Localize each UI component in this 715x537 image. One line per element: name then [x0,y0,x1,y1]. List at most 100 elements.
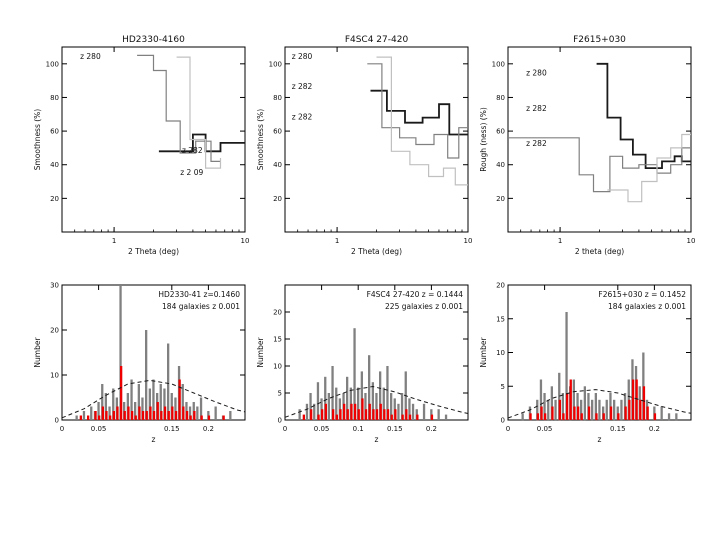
bar-all [145,330,148,420]
x-tick-label: 0.05 [91,425,107,433]
y-tick-label: 20 [273,195,282,203]
x-tick-label: 10 [241,237,250,245]
bar-red [105,411,108,420]
y-axis-label: Number [256,337,265,368]
annotation: z 280 [526,69,547,78]
y-tick-label: 100 [492,60,505,68]
bar-red [617,413,620,421]
fit-curve [61,379,246,419]
bar-all [379,371,382,420]
x-axis-label: z [598,435,602,444]
bar-red [573,406,576,420]
y-tick-label: 100 [269,60,282,68]
bar-all [653,406,656,420]
bar-red [639,399,642,421]
annotation: z 282 [526,139,547,148]
y-tick-label: 10 [273,363,282,371]
bar-red [174,411,178,420]
bar-red [79,415,82,420]
x-tick-label: 0 [506,425,510,433]
bar-all [104,393,107,420]
x-tick-label: 0.2 [426,425,437,433]
x-tick-label: 0.1 [353,425,364,433]
bar-red [430,414,434,420]
y-axis-label: Number [33,337,42,368]
bar-all [101,384,104,420]
bar-all [422,403,426,420]
y-tick-label: 20 [50,327,59,335]
bar-all [181,384,184,420]
bar-red [200,415,203,420]
bar-all [97,402,100,420]
bar-all [137,384,140,420]
y-tick-label: 5 [278,390,282,398]
bar-all [196,406,199,420]
x-tick-label: 0.15 [164,425,180,433]
bar-all [141,397,144,420]
bar-all [675,413,678,421]
annotation: z 282 [526,104,547,113]
annotation: z 282 [292,112,313,121]
chart-title: HD2330-4160 [122,35,185,45]
bar-red [631,379,635,420]
bar-red [642,386,646,421]
y-tick-label: 40 [496,161,505,169]
x-tick-label: 0 [60,425,64,433]
y-tick-label: 20 [273,309,282,317]
bar-all [400,393,404,420]
bar-all [112,388,115,420]
bar-red [346,409,349,420]
bar-red [536,413,539,421]
bar-red [354,403,357,420]
bar-red [94,411,97,420]
bar-red [653,413,657,421]
bar-all [360,371,363,420]
bar-all [364,393,367,420]
bar-all [316,382,320,420]
y-axis-label: Number [479,337,488,368]
x-axis-label: 2 Theta (deg) [351,247,402,256]
y-tick-label: 0 [278,417,282,425]
annotation: z 282 [182,146,203,155]
bar-all [371,382,374,420]
bar-red [364,409,368,420]
x-tick-label: 0.15 [387,425,403,433]
x-tick-label: 0.2 [203,425,214,433]
y-tick-label: 20 [496,282,505,290]
panel-note: F4SC4 27-420 z = 0.1444 [367,290,464,299]
bar-all [163,388,166,420]
y-tick-label: 15 [496,315,505,323]
series-line-2 [607,133,691,203]
bar-all [594,393,597,420]
bar-all [357,387,360,420]
bar-all [660,406,663,420]
bar-all [229,411,232,420]
bar-red [569,379,572,420]
y-tick-label: 60 [50,128,59,136]
bar-all [335,387,338,420]
bar-red [628,399,631,421]
bar-red [134,415,137,420]
bar-all [199,397,203,420]
bar-red [131,411,134,420]
y-axis-label: Smoothness (%) [33,109,42,171]
bar-all [602,406,605,420]
bar-red [193,411,196,420]
panel-note: F2615+030 z = 0.1452 [598,290,686,299]
bar-red [189,415,192,420]
bar-all [667,413,671,421]
bar-red [361,398,364,420]
bar-all [521,413,524,421]
bar-all [90,406,93,420]
bar-red [120,366,123,420]
bar-all [313,403,316,420]
bar-all [390,393,393,420]
bar-red [350,403,353,420]
bar-all [309,393,312,420]
bar-red [375,409,379,420]
annotation: z 280 [292,52,313,61]
bar-all [152,379,155,420]
bar-all [620,399,623,421]
bar-red [101,406,104,420]
bar-all [561,393,564,420]
